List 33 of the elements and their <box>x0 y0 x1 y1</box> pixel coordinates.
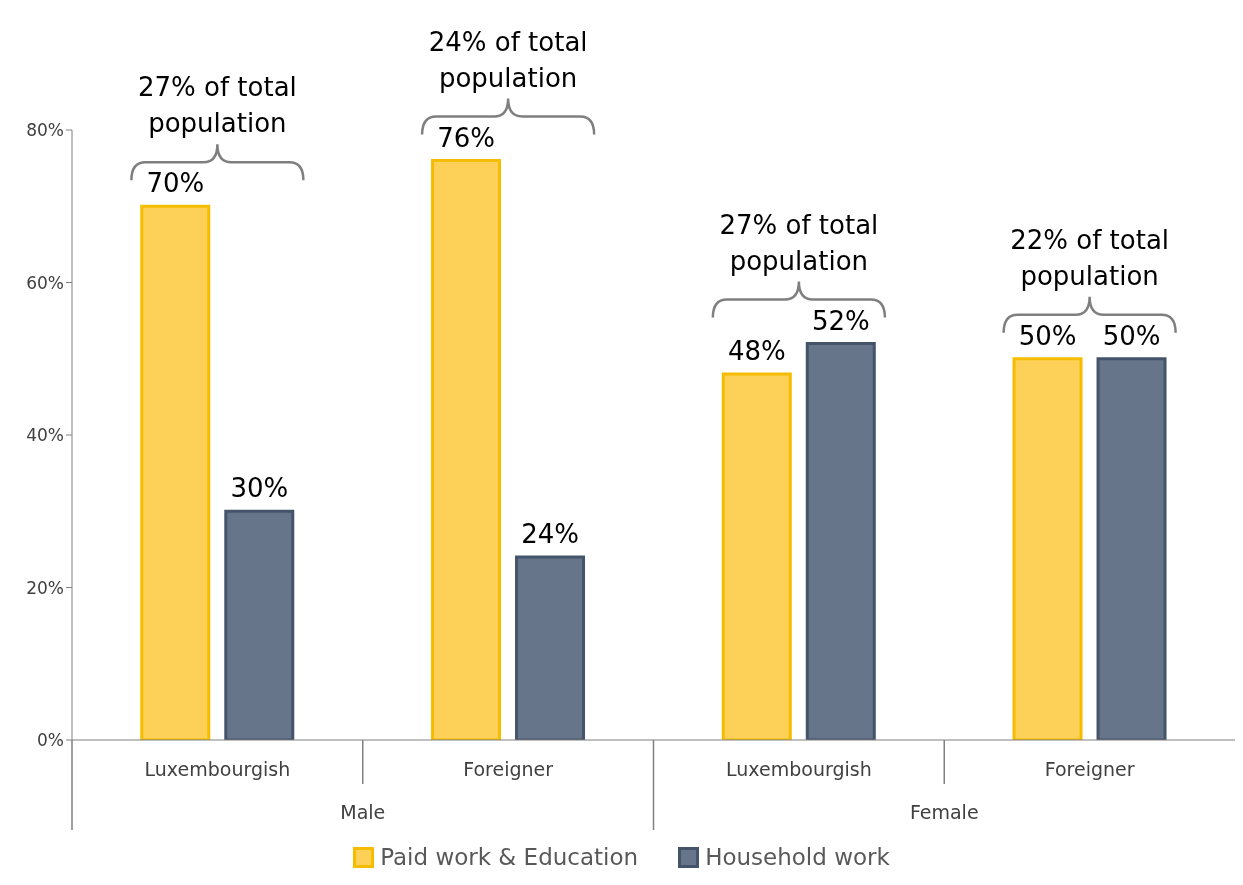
y-tick-label: 20% <box>26 577 64 598</box>
legend-label: Paid work & Education <box>380 844 639 870</box>
text: Male <box>340 801 386 823</box>
annotation: 22% of total population <box>1010 224 1170 291</box>
bar <box>1096 357 1167 740</box>
x-tick-label: Luxembourgish <box>726 758 872 780</box>
x-tick-label: Luxembourgish <box>144 758 291 780</box>
data-label: 50% <box>1102 320 1161 351</box>
text: Female <box>909 801 979 823</box>
data-label: 76% <box>437 122 495 153</box>
y-tick-label: 60% <box>26 272 64 293</box>
data-label: 70% <box>146 168 205 199</box>
x-tick-label: Foreigner <box>463 758 554 780</box>
y-tick-label: 0% <box>37 730 64 751</box>
text: 24% of total population <box>428 26 588 93</box>
bar <box>140 204 211 740</box>
annotation: 27% of total population <box>719 209 879 276</box>
bar <box>224 509 295 740</box>
data-label: 48% <box>727 336 786 366</box>
y-tick-label: 40% <box>26 425 64 446</box>
data-label: 30% <box>230 473 289 504</box>
legend-label: Household work <box>705 844 890 870</box>
bar <box>1012 357 1083 740</box>
bar <box>515 555 586 740</box>
x-tick-label: Foreigner <box>1044 758 1135 780</box>
y-tick-label: 80% <box>26 120 64 141</box>
data-label: 52% <box>811 305 870 336</box>
annotation: 27% of total population <box>137 72 297 139</box>
bar <box>431 159 502 740</box>
bar <box>805 342 876 740</box>
data-label: 24% <box>521 519 579 549</box>
data-label: 50% <box>1018 320 1077 351</box>
bar <box>721 372 792 740</box>
